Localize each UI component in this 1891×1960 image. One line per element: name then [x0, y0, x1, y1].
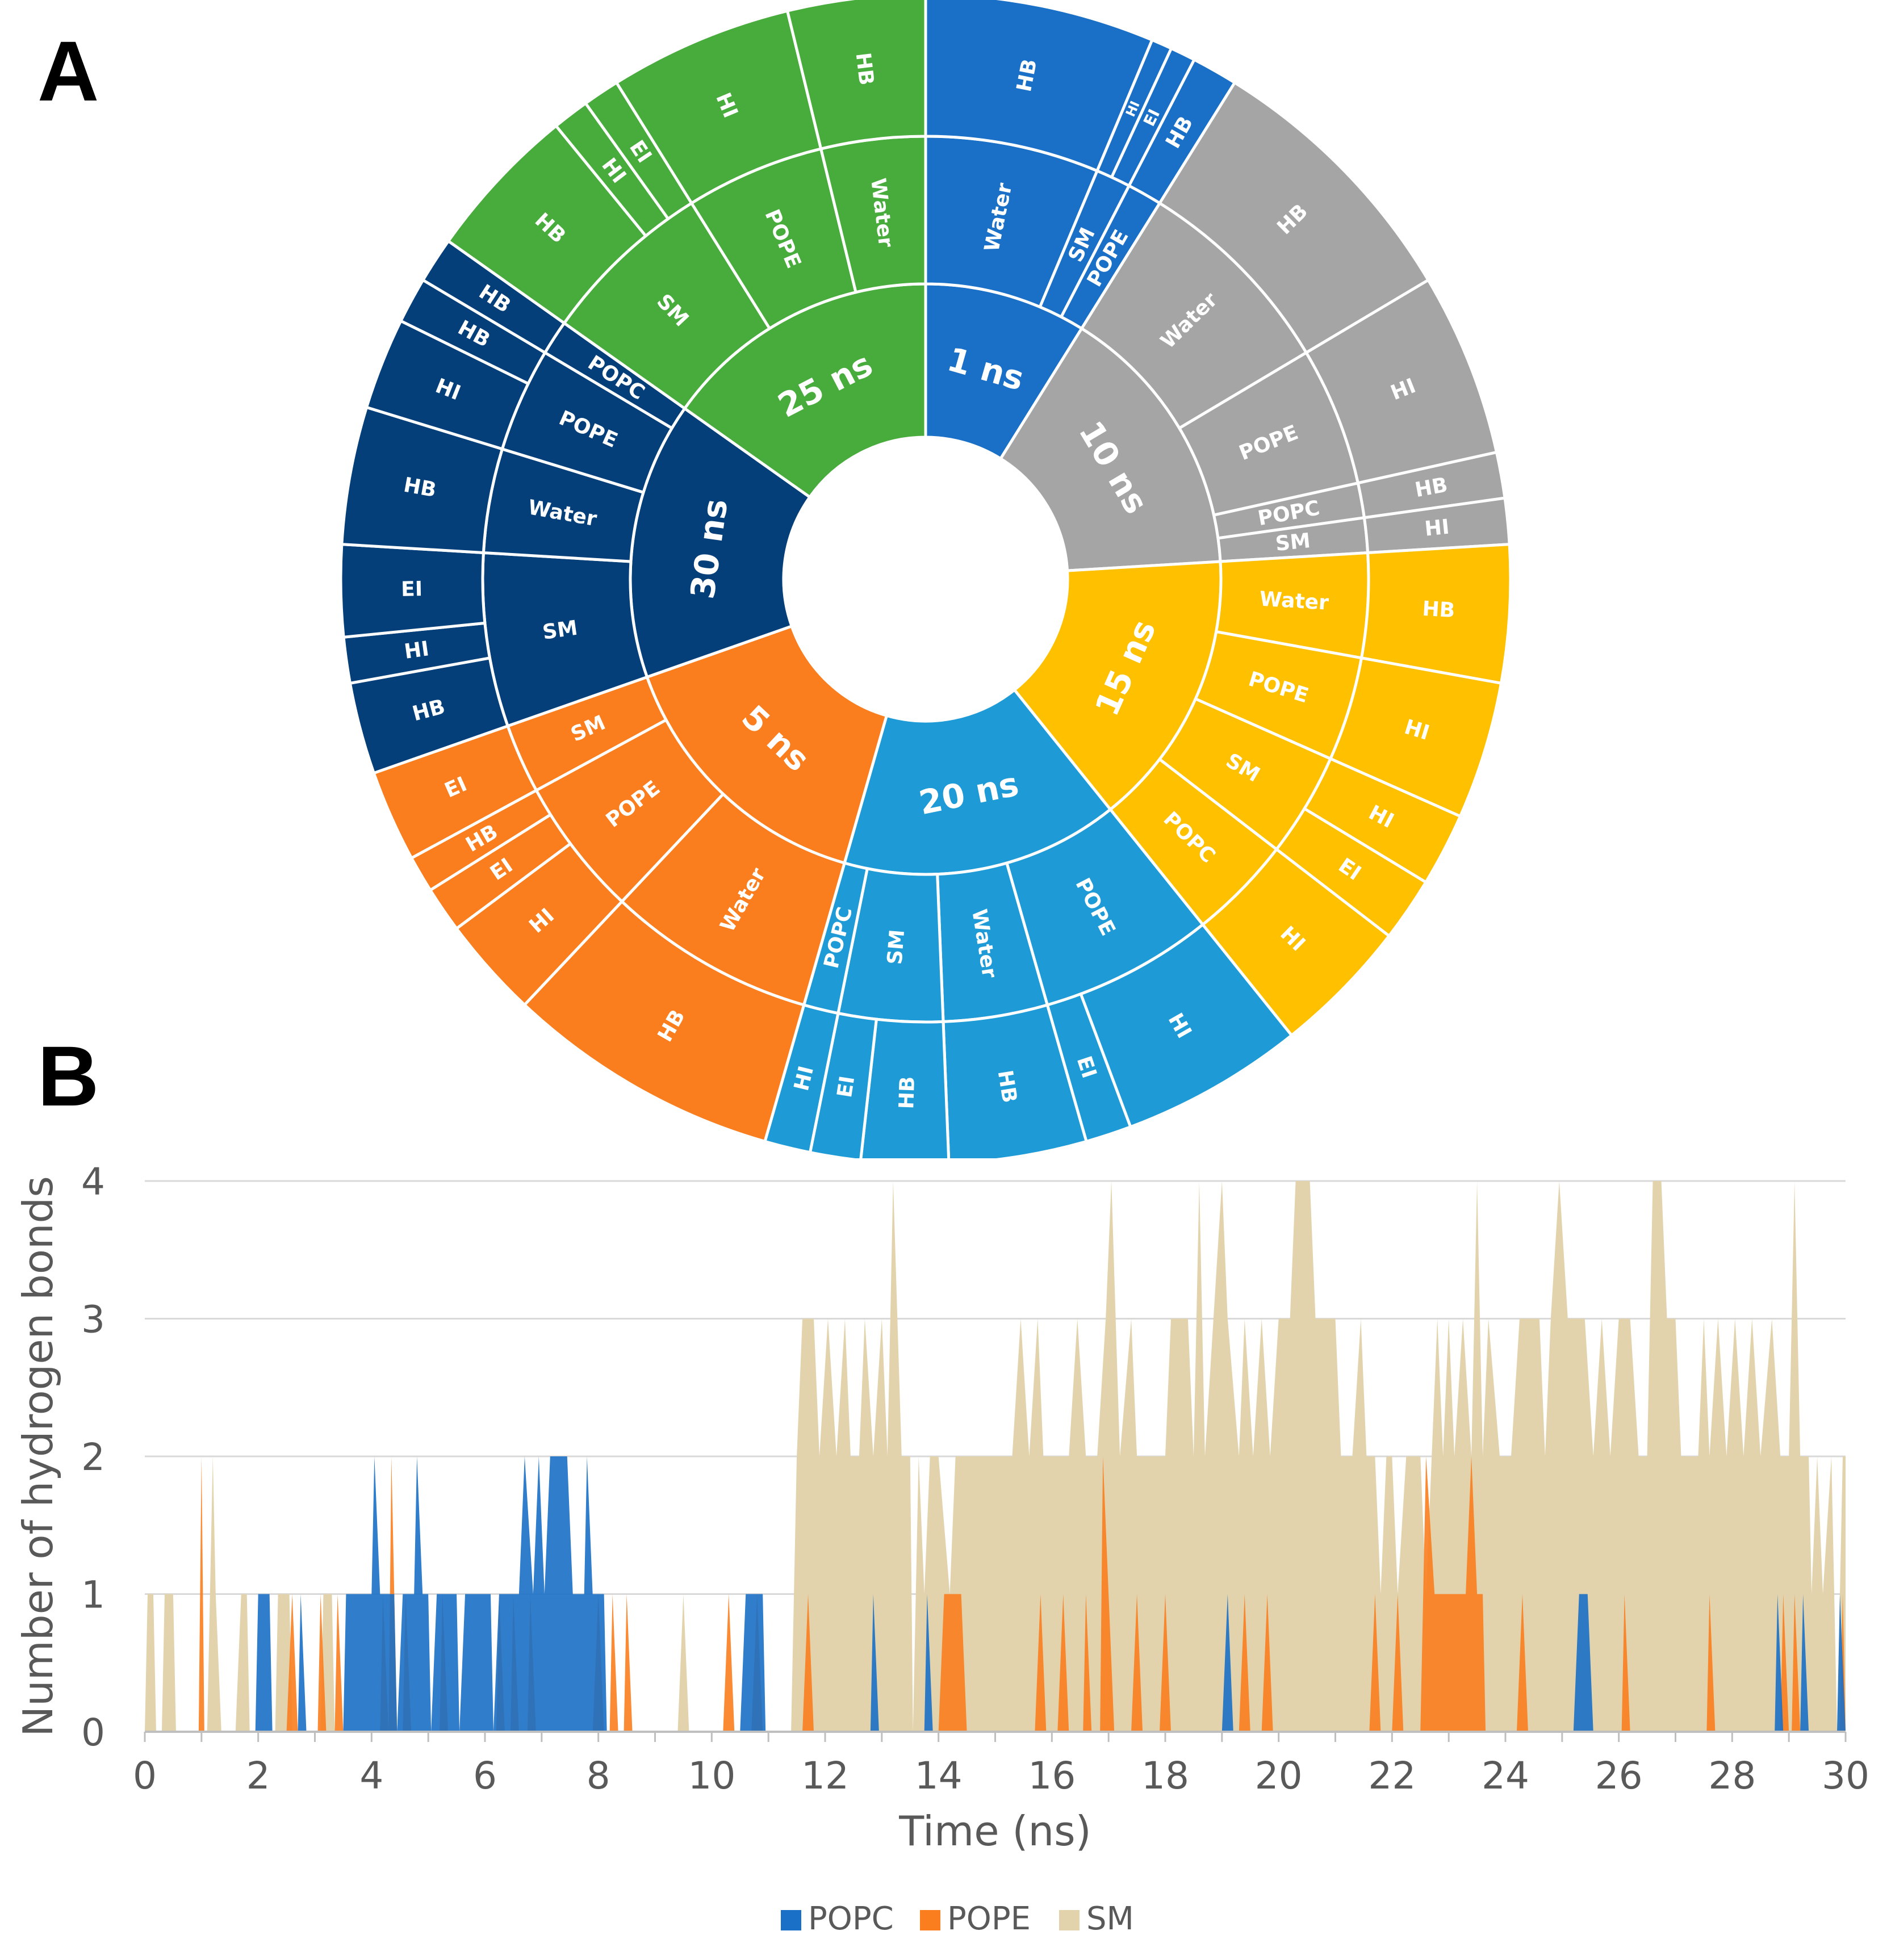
x-tick-label-14: 14 [915, 1754, 963, 1798]
area-sm [145, 1181, 1846, 1732]
label-ring2-15-ns-water: Water [1259, 588, 1330, 615]
segment-ring3-25-ns-water-hb [785, 0, 927, 151]
x-tick-label-20: 20 [1255, 1754, 1303, 1798]
x-tick-label-26: 26 [1595, 1754, 1643, 1798]
legend-label-sm: SM [1086, 1900, 1134, 1937]
x-tick-label-6: 6 [473, 1754, 497, 1798]
legend-swatch-sm [1059, 1910, 1080, 1930]
label-ring3-20-ns-sm-hb: HB [895, 1076, 919, 1109]
label-ring3-25-ns-water-hb: HB [851, 51, 878, 86]
label-ring3-10-ns-popc-hb: HB [1413, 474, 1450, 502]
label-ring2-20-ns-sm: SM [883, 929, 909, 966]
x-tick-label-12: 12 [801, 1754, 849, 1798]
label-ring2-30-ns-sm: SM [541, 617, 579, 644]
x-tick-label-0: 0 [133, 1754, 157, 1798]
x-tick-label-10: 10 [688, 1754, 735, 1798]
x-tick-label-8: 8 [587, 1754, 610, 1798]
legend-label-pope: POPE [947, 1900, 1031, 1937]
x-tick-label-28: 28 [1708, 1754, 1756, 1798]
label-ring3-15-ns-water-hb: HB [1421, 597, 1455, 622]
x-tick-label-4: 4 [359, 1754, 383, 1798]
label-ring3-30-ns-water-hb: HB [401, 474, 438, 502]
y-tick-label-1: 1 [81, 1573, 105, 1617]
x-axis-title: Time (ns) [898, 1807, 1091, 1855]
segment-ring3-20-ns-water-hb [942, 1003, 1089, 1158]
label-ring3-20-ns-popc-hi: HI [790, 1063, 818, 1093]
area-popc [145, 1456, 1846, 1732]
y-tick-label-2: 2 [81, 1435, 105, 1479]
label-ring3-20-ns-sm-ei: EI [833, 1074, 859, 1099]
legend-label-popc: POPC [808, 1900, 894, 1937]
label-ring2-10-ns-sm: SM [1274, 529, 1312, 556]
legend-swatch-popc [781, 1910, 801, 1930]
label-ring3-30-ns-sm-hi: HI [403, 637, 430, 664]
label-ring3-30-ns-sm-ei: EI [401, 577, 423, 601]
legend-swatch-pope [920, 1910, 940, 1930]
x-tick-label-24: 24 [1482, 1754, 1529, 1798]
y-tick-label-4: 4 [81, 1160, 105, 1204]
label-ring3-20-ns-water-hb: HB [993, 1069, 1022, 1104]
panel-label-b: B [37, 1028, 99, 1124]
y-axis-title: Number of hydrogen bonds [14, 1176, 62, 1737]
x-tick-label-30: 30 [1822, 1754, 1869, 1798]
y-tick-label-0: 0 [81, 1711, 105, 1754]
sunburst-hole [785, 438, 1066, 720]
label-ring3-10-ns-sm-hi: HI [1424, 516, 1450, 541]
panel-label-a: A [37, 23, 99, 119]
x-tick-label-18: 18 [1141, 1754, 1189, 1798]
x-tick-label-22: 22 [1368, 1754, 1416, 1798]
y-tick-label-3: 3 [81, 1298, 105, 1342]
x-tick-label-2: 2 [246, 1754, 270, 1798]
x-tick-label-16: 16 [1028, 1754, 1076, 1798]
